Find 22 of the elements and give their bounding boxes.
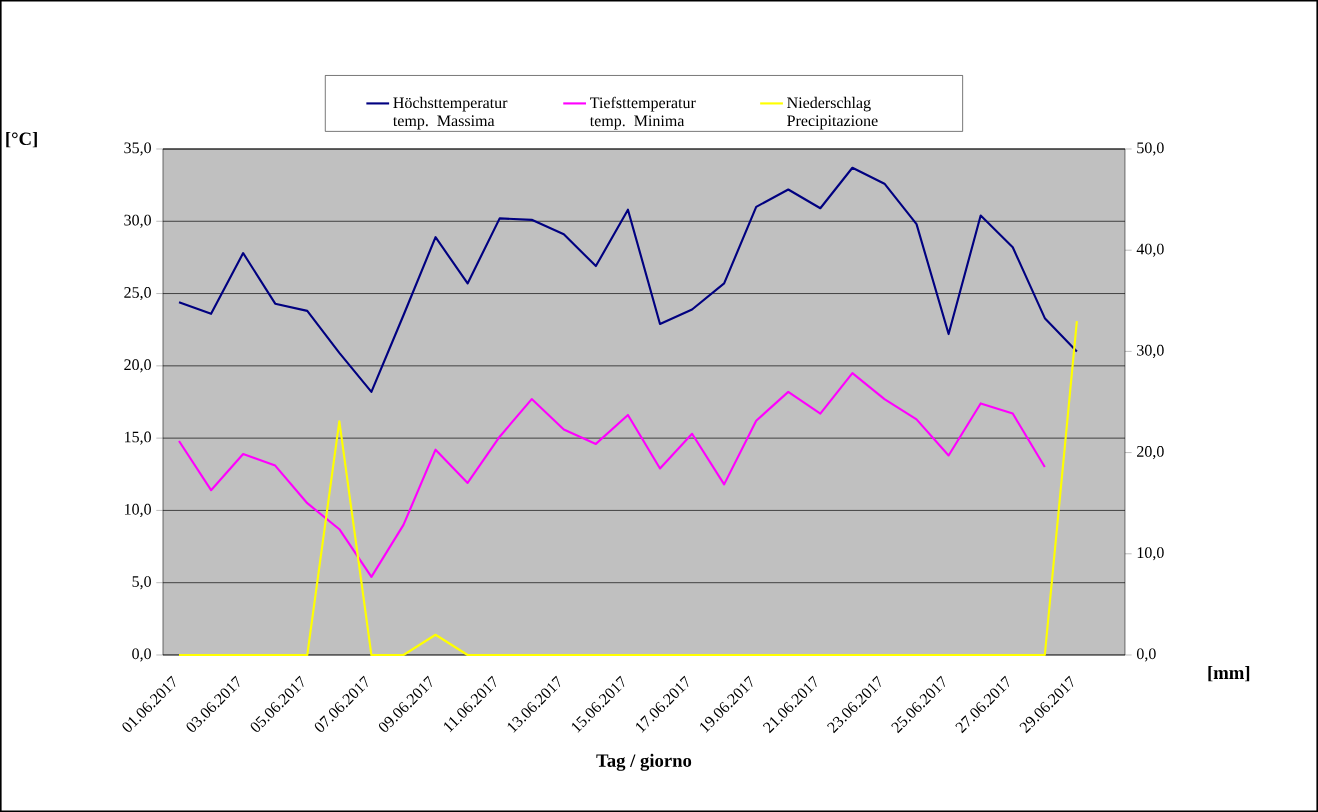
y2-tick-label: 40,0 <box>1136 243 1164 257</box>
y-tick-label: 35,0 <box>124 142 151 156</box>
y-tick-label: 25,0 <box>124 287 151 301</box>
y-tick-label: 15,0 <box>124 431 151 445</box>
legend-label: Tiefsttemperatur temp. Minima <box>589 96 696 130</box>
y2-tick-label: 0,0 <box>1136 648 1156 662</box>
y2-tick-label: 50,0 <box>1137 142 1164 156</box>
y-tick-label: 30,0 <box>124 214 151 228</box>
y2-tick-label: 10,0 <box>1137 547 1164 561</box>
y-tick-label: 0,0 <box>132 648 151 662</box>
x-axis-title: Tag / giorno <box>596 753 692 771</box>
line-series <box>177 166 1078 393</box>
y-axis-title: [°C] <box>6 131 37 148</box>
legend-label: Höchsttemperatur temp. Massima <box>393 96 508 130</box>
legend-label: Niederschlag Precipitazione <box>787 96 878 130</box>
line-series <box>177 372 1046 578</box>
y2-tick-label: 30,0 <box>1137 344 1164 358</box>
y2-axis-title: [mm] <box>1208 665 1250 682</box>
y2-tick-label: 20,0 <box>1137 446 1164 460</box>
y-tick-label: 5,0 <box>132 576 151 590</box>
y-tick-label: 20,0 <box>124 359 151 373</box>
y-tick-label: 10,0 <box>124 503 151 517</box>
